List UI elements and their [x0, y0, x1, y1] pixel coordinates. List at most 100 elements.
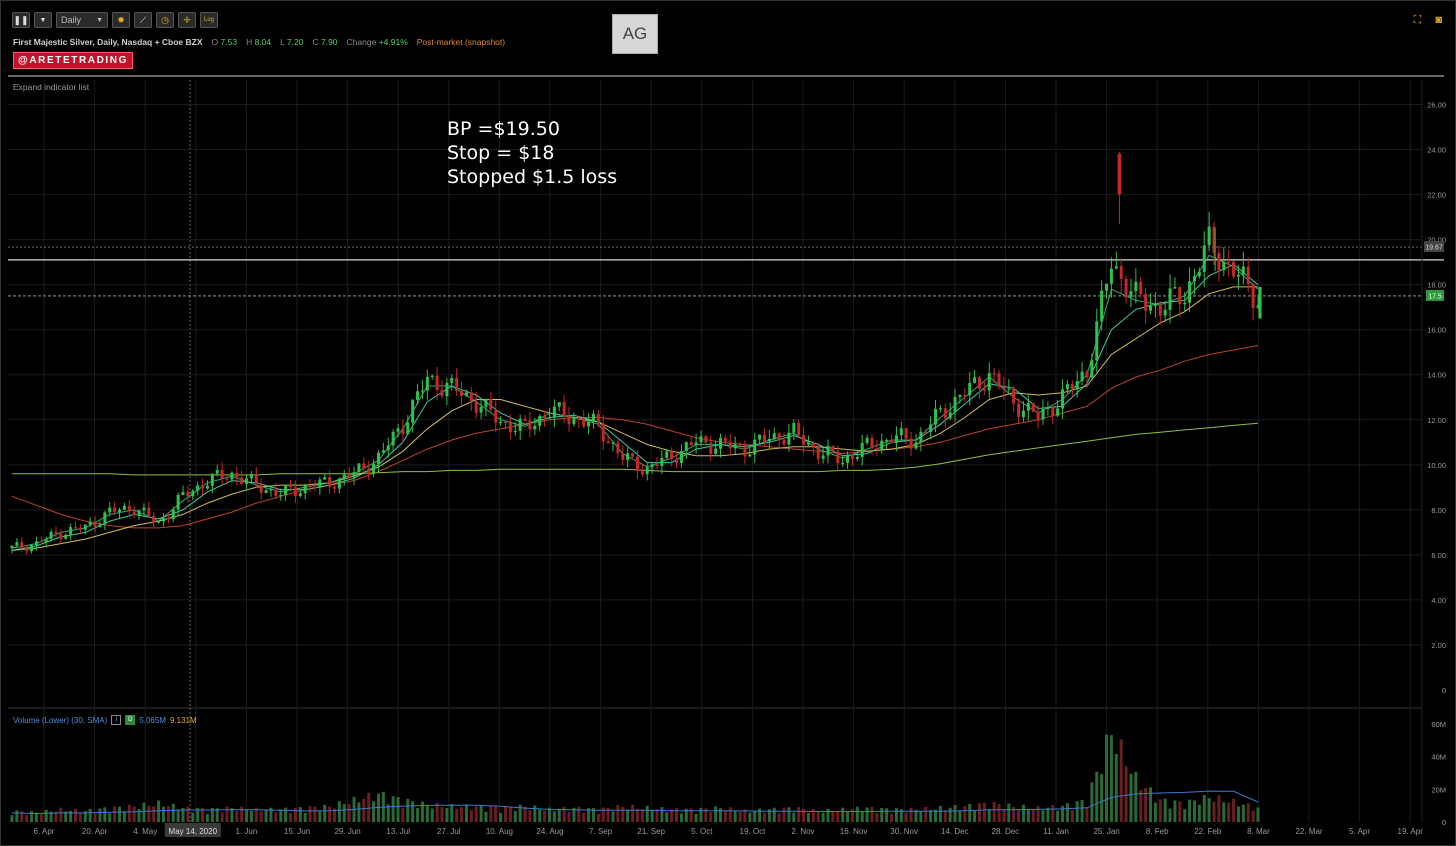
volume-bar — [362, 798, 366, 822]
volume-bar — [797, 807, 801, 822]
chevron-down-icon[interactable]: ▼ — [34, 12, 52, 28]
volume-bar — [303, 812, 307, 822]
candle-body — [841, 462, 845, 465]
volume-bar — [1021, 804, 1025, 822]
candle-body — [352, 471, 356, 478]
candle-body — [279, 494, 283, 497]
volume-bar — [25, 814, 29, 822]
volume-bar — [308, 806, 312, 822]
candle-body — [445, 382, 449, 397]
candle-body — [821, 455, 825, 459]
candle-body — [572, 417, 576, 425]
volume-bar — [1075, 801, 1079, 822]
volume-bar — [992, 801, 996, 822]
volume-bar — [1109, 735, 1113, 822]
x-tick-label: 6. Apr — [34, 827, 55, 836]
candle-body — [342, 474, 346, 479]
volume-bar — [738, 811, 742, 822]
info-icon[interactable]: i — [111, 715, 122, 725]
candle-body — [210, 473, 214, 486]
data-icon[interactable]: D — [125, 715, 136, 725]
volume-bar — [1085, 807, 1089, 822]
candle-body — [440, 390, 444, 397]
volume-bar — [562, 806, 566, 822]
volume-bar — [342, 804, 346, 822]
volume-bar — [1002, 809, 1006, 822]
candle-body — [74, 527, 78, 529]
candle-body — [890, 439, 894, 443]
candle-body — [631, 453, 635, 457]
volume-bar — [758, 808, 762, 822]
volume-bar — [313, 806, 317, 822]
candle-body — [948, 412, 952, 419]
x-tick-label: 2. Nov — [791, 827, 814, 836]
candle-body — [1061, 389, 1065, 409]
candle-body — [875, 448, 879, 450]
candle-body — [88, 521, 92, 525]
gear-icon[interactable]: ✹ — [112, 12, 130, 28]
candle-body — [1163, 309, 1167, 316]
volume-bar — [1153, 802, 1157, 822]
x-tick-label: 22. Mar — [1295, 827, 1322, 836]
candle-body — [1178, 287, 1182, 305]
x-tick-label: 30. Nov — [890, 827, 918, 836]
volume-bar — [1207, 798, 1211, 822]
drawing-tool-icon[interactable]: ⟋ — [134, 12, 152, 28]
expand-indicator-list[interactable]: Expand indicator list — [13, 82, 90, 92]
volume-bar — [1114, 753, 1118, 822]
volume-bar — [679, 813, 683, 822]
volume-bar — [1197, 804, 1201, 822]
candle-body — [787, 432, 791, 445]
last-price-tag — [1426, 289, 1444, 301]
volume-bar — [821, 812, 825, 822]
volume-bar — [587, 808, 591, 822]
volume-bar — [929, 809, 933, 822]
candle-body — [1085, 371, 1089, 378]
candle-body — [249, 473, 253, 479]
pause-bars-icon[interactable]: ❚❚ — [12, 12, 30, 28]
candle-body — [675, 458, 679, 464]
volume-bar — [401, 807, 405, 822]
volume-bar — [606, 807, 610, 822]
volume-bar — [831, 811, 835, 822]
low-value: L 7.20 — [280, 37, 304, 47]
clock-icon[interactable]: ◷ — [156, 12, 174, 28]
volume-bar — [723, 810, 727, 822]
candle-body — [1153, 303, 1157, 307]
trade-annotation: BP =$19.50 Stop = $18 Stopped $1.5 loss — [447, 117, 617, 189]
volume-legend: Volume (Lower) (30, SMA) i D 5.065M 9.13… — [13, 715, 197, 725]
volume-bar — [411, 801, 415, 822]
interval-select[interactable]: Daily ▼ — [56, 12, 108, 28]
volume-bar — [425, 805, 429, 822]
x-tick-label: 11. Jan — [1043, 827, 1069, 836]
volume-bar — [122, 811, 126, 822]
candle-body — [684, 442, 688, 452]
x-tick-label: 13. Jul — [386, 827, 410, 836]
fullscreen-icon[interactable]: ⛶ — [1413, 14, 1422, 26]
volume-bar — [699, 807, 703, 822]
volume-bar — [460, 807, 464, 822]
volume-bar — [1051, 804, 1055, 822]
candle-body — [938, 408, 942, 410]
candle-body — [108, 507, 112, 513]
volume-bar — [806, 812, 810, 822]
crosshair-icon[interactable]: ✛ — [178, 12, 196, 28]
volume-bar — [728, 807, 732, 822]
candle-body — [860, 442, 864, 457]
volume-bar — [538, 809, 542, 822]
volume-bar — [245, 809, 249, 822]
candle-body — [640, 471, 644, 475]
candle-body — [376, 452, 380, 464]
camera-icon[interactable]: ◙ — [1435, 14, 1442, 26]
candle-body — [484, 398, 488, 407]
candle-body — [34, 541, 38, 546]
candle-body — [220, 470, 224, 479]
volume-bar — [318, 811, 322, 822]
candle-body — [318, 479, 322, 488]
candle-body — [1051, 407, 1055, 416]
log-scale-icon[interactable]: Log — [200, 12, 218, 28]
candle-body — [655, 464, 659, 467]
volume-bar — [34, 812, 38, 822]
volume-bar — [640, 809, 644, 822]
